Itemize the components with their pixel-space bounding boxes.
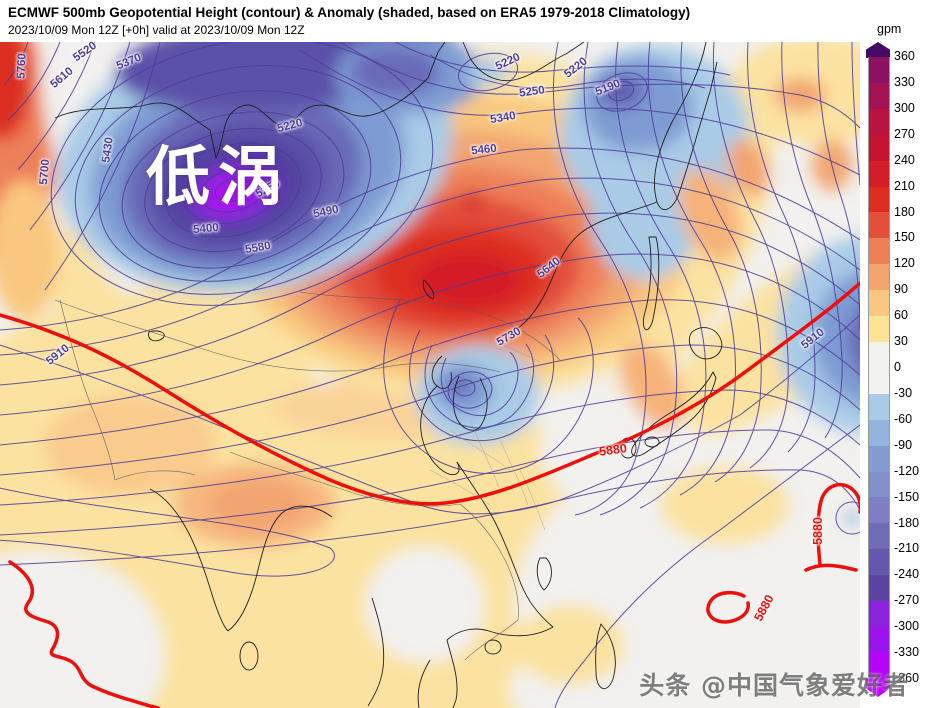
colorbar-tick-label: 90 xyxy=(894,282,908,297)
colorbar-cell xyxy=(869,445,889,472)
height-contour-label: 5760 xyxy=(15,53,29,79)
colorbar-cell xyxy=(869,341,889,368)
colorbar-tick-label: -60 xyxy=(894,411,913,426)
province-borders xyxy=(429,309,559,531)
colorbar-tick-label: -90 xyxy=(894,437,913,452)
ridge-contour-label: 5880 xyxy=(811,517,825,545)
page-title: ECMWF 500mb Geopotential Height (contour… xyxy=(8,5,691,20)
page-subtitle: 2023/10/09 Mon 12Z [+0h] valid at 2023/1… xyxy=(8,23,305,37)
colorbar-cells xyxy=(868,57,890,679)
colorbar-tick-label: 360 xyxy=(894,49,915,63)
colorbar-tick-label: -270 xyxy=(894,593,920,608)
colorbar-tick-label: -360 xyxy=(894,671,920,686)
colorbar-tick-label: 150 xyxy=(894,230,915,245)
vortex-annotation: 低涡 xyxy=(146,141,290,215)
colorbar-cell xyxy=(869,108,889,135)
colorbar-tick-label: 210 xyxy=(894,178,915,193)
colorbar-tick-label: -120 xyxy=(894,463,920,478)
colorbar-tick-label: -240 xyxy=(894,567,920,582)
colorbar-tick-label: 120 xyxy=(894,256,915,271)
colorbar-tick-label: 180 xyxy=(894,204,915,219)
colorbar-cell xyxy=(869,186,889,213)
colorbar-tick-label: 300 xyxy=(894,100,915,115)
colorbar-tick-label: 330 xyxy=(894,74,915,89)
colorbar-cell xyxy=(869,419,889,446)
colorbar-tick-label: 270 xyxy=(894,126,915,141)
height-contours xyxy=(0,42,860,708)
colorbar-tick-label: -30 xyxy=(894,385,913,400)
colorbar-cell xyxy=(869,367,889,394)
colorbar-cell xyxy=(869,549,889,576)
colorbar-cell xyxy=(869,160,889,187)
colorbar-cell xyxy=(869,316,889,342)
colorbar-cell xyxy=(869,134,889,161)
colorbar-unit-label: gpm xyxy=(877,22,902,36)
colorbar-tick-label: 30 xyxy=(894,334,908,349)
height-contour-label: 5400 xyxy=(192,221,220,237)
colorbar-arrow-bottom xyxy=(866,679,890,697)
borders xyxy=(54,291,561,661)
colorbar-cell xyxy=(869,626,889,653)
colorbar-arrow-top xyxy=(866,42,890,58)
colorbar-tick-label: -180 xyxy=(894,515,920,530)
weather-map xyxy=(0,42,860,708)
colorbar-cell xyxy=(869,212,889,239)
watermark: 头条 @中国气象爱好者 xyxy=(639,671,909,700)
colorbar-cell xyxy=(869,601,889,627)
colorbar-cell xyxy=(869,82,889,109)
colorbar-cell xyxy=(869,497,889,524)
colorbar-tick-label: -210 xyxy=(894,541,920,556)
colorbar-tick-label: -330 xyxy=(894,645,920,660)
colorbar-cell xyxy=(869,523,889,550)
colorbar-tick-label: 60 xyxy=(894,308,908,323)
colorbar-tick-label: -150 xyxy=(894,489,920,504)
colorbar-cell xyxy=(869,471,889,498)
colorbar-cell xyxy=(869,652,889,679)
colorbar-tick-label: -300 xyxy=(894,619,920,634)
coastlines xyxy=(54,42,723,708)
colorbar-cell xyxy=(869,393,889,420)
height-contour-label: 5700 xyxy=(37,158,53,186)
colorbar-cell xyxy=(869,290,889,317)
colorbar-tick-label: 0 xyxy=(894,360,901,375)
colorbar-cell xyxy=(869,575,889,602)
colorbar-cell xyxy=(869,264,889,291)
colorbar-cell xyxy=(869,238,889,265)
ridge-5880-lines xyxy=(0,281,860,708)
colorbar-tick-label: 240 xyxy=(894,152,915,167)
colorbar-cell xyxy=(869,57,889,83)
